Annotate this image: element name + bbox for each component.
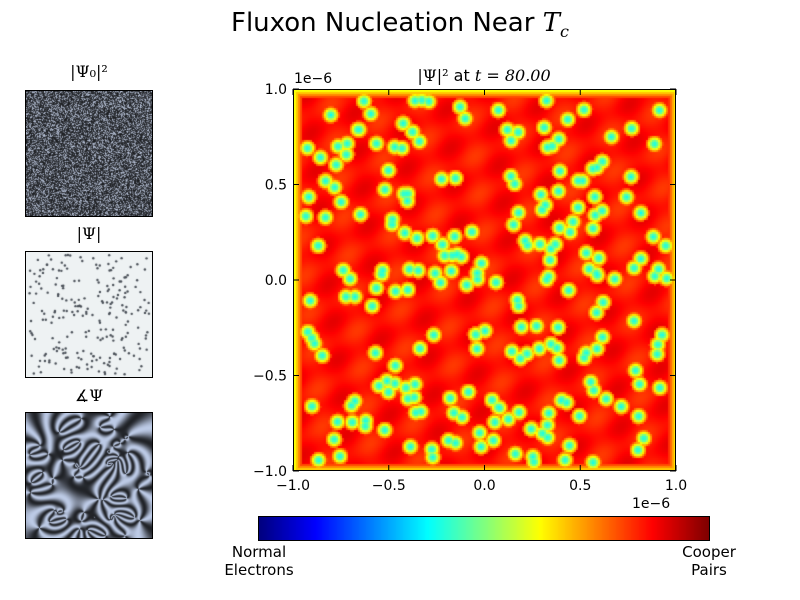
psi0-panel-title: |Ψ₀|² [70,62,108,81]
colorbar [258,516,710,541]
phase-panel [25,412,153,539]
x-tick-label: 0.0 [473,478,495,494]
y-tick-label: −1.0 [253,464,287,480]
abs-vortex-image [26,252,152,377]
y-offset-label: 1e−6 [294,71,333,87]
x-tick-label: −1.0 [276,478,310,494]
colorbar-gradient [259,517,709,540]
x-tick-label: 1.0 [665,478,687,494]
colorbar-right-label: Cooper Pairs [682,543,736,579]
abs-panel-title: |Ψ| [76,224,102,243]
psi0-panel [25,90,153,217]
main-plot-title: |Ψ|² at t = 80.00 [417,66,551,85]
y-tick-label: 0.0 [265,273,287,289]
psi0-noise-image [26,91,152,216]
x-offset-label: 1e−6 [632,496,671,512]
phase-pattern-image [26,413,152,538]
colorbar-left-label: Normal Electrons [224,543,294,579]
figure-title: Fluxon Nucleation Near Tc [231,8,569,42]
x-tick-label: 0.5 [569,478,591,494]
y-tick-label: 0.5 [265,178,287,194]
y-tick-label: −0.5 [253,369,287,385]
x-tick-label: −0.5 [372,478,406,494]
abs-panel [25,251,153,378]
heatmap-image [294,90,675,470]
phase-panel-title: ∡Ψ [74,386,104,405]
y-tick-label: 1.0 [265,82,287,98]
tc-symbol: T [542,8,561,38]
